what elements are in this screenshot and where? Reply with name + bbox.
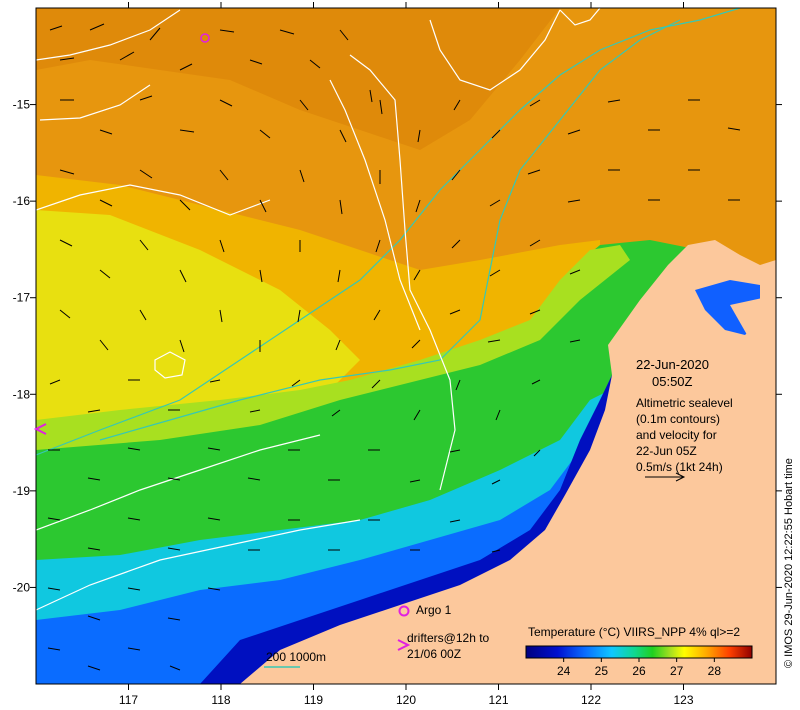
lon-tick-label: 120 (396, 693, 416, 707)
lon-tick-label: 119 (304, 693, 323, 707)
map-time: 05:50Z (652, 374, 693, 389)
drifter-marker-icon (397, 639, 411, 651)
altimetry-line-1: Altimetric sealevel (636, 396, 733, 410)
lon-tick-labels: 117 118 119 120 121 122 123 (119, 693, 694, 707)
argo-label: Argo 1 (416, 603, 452, 617)
colorbar-ticks (563, 658, 715, 662)
sealevel-contours (36, 8, 601, 611)
lat-tick-label: -16 (13, 194, 31, 208)
lon-tick-label: 122 (581, 693, 601, 707)
lon-tick-label: 121 (488, 693, 508, 707)
colorbar-tick-label: 26 (632, 664, 646, 678)
lat-tick-label: -17 (13, 291, 31, 305)
land-peninsula (730, 295, 776, 340)
lon-tick-label: 118 (211, 693, 230, 707)
altimetry-line-2: (0.1m contours) (636, 412, 720, 426)
drifter-track-icon (33, 423, 47, 435)
drifters-label-1: drifters@12h to (407, 631, 490, 645)
lat-tick-labels: -15 -16 -17 -18 -19 -20 (13, 98, 31, 595)
altimetry-line-4: 22-Jun 05Z (636, 444, 697, 458)
drifters-label-2: 21/06 00Z (407, 647, 461, 661)
tick-lines (30, 2, 782, 690)
colorbar-tick-label: 27 (670, 664, 684, 678)
colorbar-tick-labels: 24 25 26 27 28 (557, 664, 721, 678)
argo-float-icon (200, 33, 210, 43)
lon-tick-label: 117 (119, 693, 138, 707)
velocity-scale-arrow (645, 472, 686, 482)
bathymetry-1000m-contour (99, 19, 681, 441)
colorbar-tick-label: 24 (557, 664, 571, 678)
lat-tick-label: -18 (13, 387, 31, 401)
altimetry-line-3: and velocity for (636, 428, 717, 442)
land-mainland (240, 240, 776, 684)
ocean-hot-sst (36, 8, 560, 150)
lat-tick-label: -15 (13, 98, 31, 112)
colorbar-tick-label: 28 (708, 664, 722, 678)
bathymetry-200m-contour (36, 8, 741, 456)
colorbar (525, 645, 753, 659)
colorbar-tick-label: 25 (595, 664, 609, 678)
ocean-yellow-sst (36, 210, 360, 425)
credit-text: © IMOS 29-Jun-2020 12:22:55 Hobart time (783, 458, 795, 668)
lon-tick-label: 123 (673, 693, 693, 707)
bathymetry-label: 200 1000m (266, 650, 326, 664)
lat-tick-label: -19 (13, 484, 31, 498)
colorbar-title: Temperature (°C) VIIRS_NPP 4% ql>=2 (528, 625, 740, 639)
argo-marker-icon (398, 605, 410, 617)
ocean-lime-sst (36, 245, 630, 450)
altimetry-line-5: 0.5m/s (1kt 24h) (636, 460, 723, 474)
lat-tick-label: -20 (13, 580, 31, 594)
velocity-arrows (47, 23, 741, 671)
map-date: 22-Jun-2020 (636, 357, 709, 372)
